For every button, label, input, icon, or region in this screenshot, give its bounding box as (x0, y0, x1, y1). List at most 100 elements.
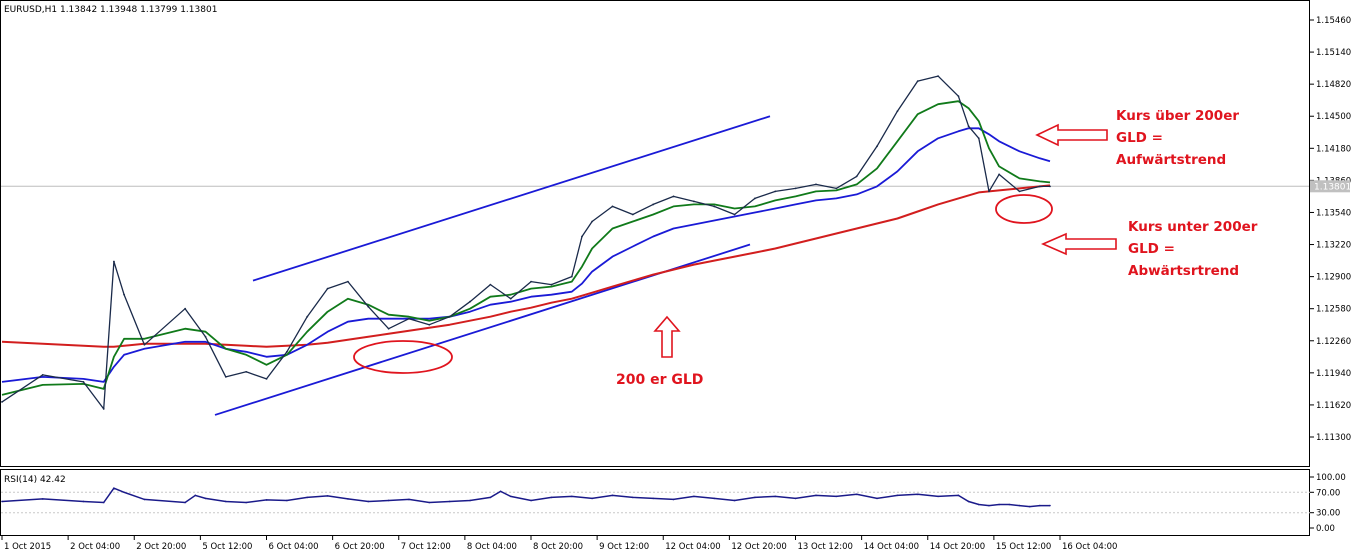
rsi-point (306, 496, 309, 499)
trendline-upper-channel (252, 115, 771, 282)
price-point (113, 260, 115, 263)
rsi-tick-label: 0.00 (1316, 524, 1335, 534)
price-point (265, 377, 268, 380)
rsi-point (632, 496, 634, 499)
series-line-ma_200 (1, 184, 1051, 348)
y-tick-label: 1.15140 (1316, 48, 1351, 58)
price-point (876, 145, 878, 148)
x-tick-label: 14 Oct 20:00 (930, 542, 985, 552)
y-tick-label: 1.11940 (1316, 369, 1351, 379)
series-lines (1, 75, 1051, 410)
y-tick-label: 1.14500 (1316, 112, 1351, 122)
series-line-close (1, 75, 1050, 410)
rsi-point (367, 500, 370, 503)
price-point (692, 200, 695, 203)
rsi-tick-label: 30.00 (1316, 509, 1340, 519)
rsi-tick-label: 100.00 (1316, 473, 1346, 483)
price-point (1, 401, 3, 403)
rsi-point (570, 495, 573, 498)
price-point (591, 220, 594, 223)
price-point (754, 197, 756, 200)
y-tick-label: 1.14820 (1316, 80, 1351, 90)
price-point (367, 305, 370, 308)
price-point (988, 190, 990, 193)
rsi-point (550, 496, 553, 499)
rsi-point (143, 498, 146, 501)
price-point (285, 350, 288, 353)
rsi-point (611, 494, 614, 497)
rsi-point (967, 500, 970, 503)
y-tick-label: 1.12900 (1316, 273, 1351, 283)
price-point (82, 380, 85, 383)
price-point (855, 175, 858, 178)
rsi-point (988, 504, 990, 507)
rsi-point (469, 499, 471, 502)
price-point (937, 75, 939, 78)
rsi-point (102, 501, 105, 504)
rsi-point (530, 499, 532, 502)
price-point (570, 275, 573, 278)
rsi-point (937, 495, 939, 498)
y-tick-label: 1.13220 (1316, 241, 1351, 251)
rsi-point (428, 501, 431, 504)
lower-annotation-line-2: GLD = (1128, 241, 1175, 257)
x-tick-label: 2 Oct 04:00 (70, 542, 120, 552)
label-200er-gld: 200 er GLD (616, 372, 703, 388)
rsi-point (733, 499, 736, 502)
rsi-point (977, 503, 980, 506)
rsi-point (1008, 503, 1011, 506)
rsi-point (499, 490, 502, 493)
price-point (224, 375, 227, 378)
rsi-point (387, 499, 390, 502)
rsi-point (204, 497, 207, 500)
rsi-point (408, 498, 410, 501)
price-point (896, 110, 899, 113)
current-price-tag: 1.13801 (1310, 180, 1351, 193)
arrow-up-icon (653, 315, 681, 358)
x-tick-label: 6 Oct 04:00 (269, 542, 319, 552)
price-point (815, 183, 817, 186)
x-tick-label: 9 Oct 12:00 (599, 542, 649, 552)
price-point (550, 283, 553, 286)
price-point (143, 343, 146, 346)
y-tick-label: 1.12580 (1316, 305, 1351, 315)
rsi-point (815, 494, 817, 497)
price-point (102, 408, 105, 410)
rsi-point (326, 495, 329, 497)
price-point (347, 280, 349, 283)
rsi-y-axis: 100.00 70.00 30.00 0.00 (1, 473, 1346, 534)
price-point (967, 125, 970, 128)
series-line-ma_blue (1, 127, 1051, 383)
y-tick-label: 1.11620 (1316, 401, 1351, 411)
rsi-point (713, 497, 716, 500)
rsi-point (998, 503, 1000, 506)
x-tick-label: 15 Oct 12:00 (996, 542, 1051, 552)
price-point (774, 190, 777, 193)
rsi-title: RSI(14) 42.42 (4, 475, 66, 485)
rsi-point (591, 497, 593, 500)
x-tick-label: 5 Oct 12:00 (202, 542, 252, 552)
rsi-point (916, 493, 919, 496)
rsi-point (265, 499, 268, 501)
price-point (306, 315, 309, 318)
price-point (916, 80, 919, 83)
y-tick-label: 1.15460 (1316, 16, 1351, 26)
price-point (1049, 185, 1051, 188)
x-axis: 1 Oct 2015 2 Oct 04:00 2 Oct 20:00 5 Oct 12… (1, 536, 1117, 552)
rsi-point (672, 498, 675, 501)
rsi-point (754, 496, 756, 499)
rsi-point (876, 497, 878, 500)
y-tick-label: 1.12260 (1316, 337, 1351, 347)
rsi-point (1028, 505, 1031, 508)
price-point (581, 235, 583, 238)
x-tick-label: 6 Oct 20:00 (335, 542, 385, 552)
rsi-point (1039, 504, 1041, 507)
rsi-tick-label: 70.00 (1316, 488, 1340, 498)
lower-annotation-line-1: Kurs unter 200er (1128, 219, 1258, 235)
price-point (489, 283, 492, 286)
rsi-point (184, 501, 186, 504)
price-point (672, 195, 675, 198)
price-point (123, 293, 125, 296)
x-tick-label: 2 Oct 20:00 (136, 542, 186, 552)
rsi-point (82, 500, 85, 503)
